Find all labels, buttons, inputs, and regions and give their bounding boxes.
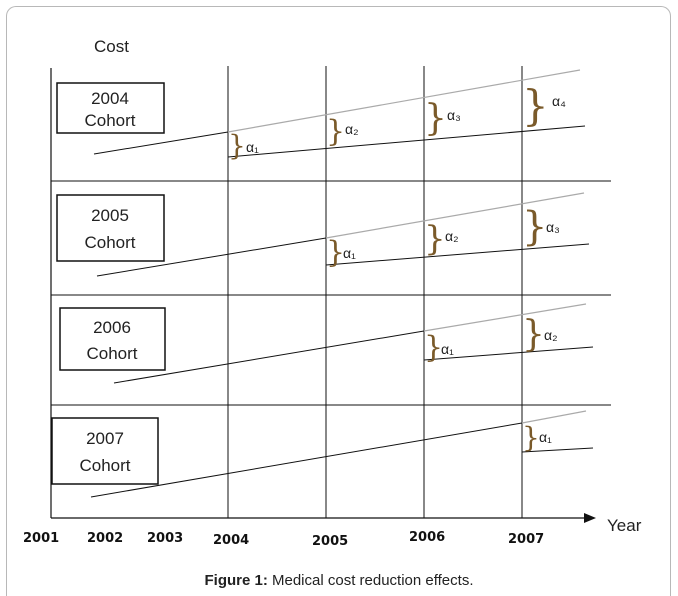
cohort-panel-2005: 2005 Cohort } α₁ } α₂ } α₃ bbox=[57, 193, 589, 276]
cohort-year: 2004 bbox=[91, 89, 129, 108]
cohort-year: 2007 bbox=[86, 429, 124, 448]
x-tick-label: 2007 bbox=[508, 532, 544, 547]
alpha-label: α₄ bbox=[552, 93, 566, 109]
caption-text: Medical cost reduction effects. bbox=[268, 572, 474, 589]
projected-cost-line bbox=[424, 304, 586, 331]
x-tick-label: 2006 bbox=[409, 530, 445, 545]
cohort-word: Cohort bbox=[84, 111, 135, 130]
reduced-cost-line bbox=[228, 126, 585, 157]
brace-icon: } bbox=[228, 129, 246, 162]
y-axis-label: Cost bbox=[94, 37, 129, 56]
brace-icon: } bbox=[522, 204, 547, 250]
cohort-word: Cohort bbox=[86, 344, 137, 363]
cohort-year: 2006 bbox=[93, 318, 131, 337]
brace-icon: } bbox=[522, 314, 545, 355]
x-tick-label: 2002 bbox=[87, 531, 123, 546]
alpha-label: α₂ bbox=[544, 327, 558, 343]
cohort-word: Cohort bbox=[79, 456, 130, 475]
x-tick-label: 2005 bbox=[312, 534, 348, 549]
cohort-word: Cohort bbox=[84, 233, 135, 252]
alpha-label: α₃ bbox=[447, 107, 461, 123]
x-axis-label: Year bbox=[607, 516, 642, 535]
brace-icon: } bbox=[522, 421, 540, 454]
cost-trend-line bbox=[94, 132, 228, 154]
figure-caption: Figure 1: Medical cost reduction effects… bbox=[0, 572, 678, 589]
x-axis-arrow bbox=[584, 513, 596, 523]
brace-icon: } bbox=[424, 219, 446, 259]
alpha-label: α₂ bbox=[345, 121, 359, 137]
cohort-panel-2007: 2007 Cohort } α₁ bbox=[52, 411, 593, 497]
alpha-label: α₂ bbox=[445, 228, 459, 244]
cohort-panel-2004: 2004 Cohort } α₁ } α₂ } α₃ } α₄ bbox=[57, 70, 585, 162]
alpha-label: α₃ bbox=[546, 219, 560, 235]
brace-icon: } bbox=[424, 98, 447, 139]
x-tick-label: 2004 bbox=[213, 533, 249, 548]
alpha-label: α₁ bbox=[441, 341, 454, 357]
brace-icon: } bbox=[522, 81, 549, 130]
x-tick-label: 2001 bbox=[23, 531, 59, 546]
cohort-year: 2005 bbox=[91, 206, 129, 225]
brace-icon: } bbox=[326, 114, 345, 149]
alpha-label: α₁ bbox=[539, 429, 552, 445]
alpha-label: α₁ bbox=[246, 139, 259, 155]
caption-prefix: Figure 1: bbox=[204, 572, 267, 589]
alpha-label: α₁ bbox=[343, 245, 356, 261]
x-tick-label: 2003 bbox=[147, 531, 183, 546]
reduced-cost-line bbox=[326, 244, 589, 265]
